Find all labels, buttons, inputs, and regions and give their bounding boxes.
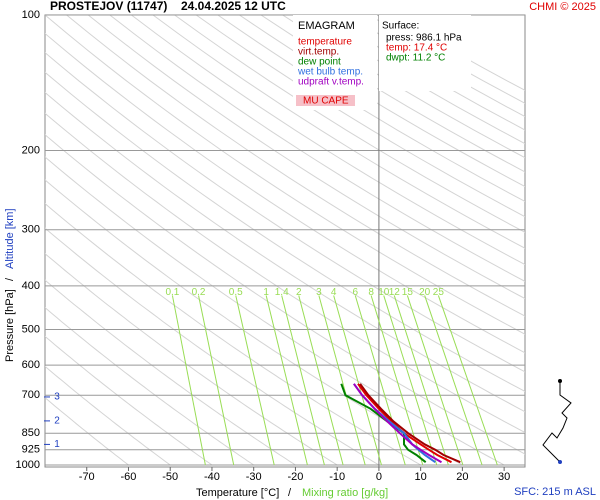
surface-value: press: 986.1 hPa bbox=[386, 33, 462, 44]
mixing-ratio-line bbox=[265, 295, 308, 466]
wind-point bbox=[558, 379, 562, 383]
mixing-ratio-line bbox=[171, 295, 206, 466]
mixing-ratio-label: 12 bbox=[389, 287, 401, 298]
x-tick-label: -10 bbox=[329, 471, 345, 483]
x-axis-label-separator: / bbox=[288, 487, 292, 499]
x-tick-label: 30 bbox=[498, 471, 510, 483]
credit: CHMI © 2025 bbox=[529, 1, 596, 13]
mixing-ratio-line bbox=[333, 295, 382, 466]
legend-entry: udpraft v.temp. bbox=[298, 77, 364, 88]
chart-subtitle: 24.04.2025 12 UTC bbox=[181, 0, 286, 13]
mixing-ratio-label: 15 bbox=[402, 287, 414, 298]
mixing-ratio-line bbox=[298, 295, 344, 466]
dry-adiabat bbox=[131, 15, 525, 266]
surface-value: dwpt: 11.2 °C bbox=[386, 53, 445, 64]
x-axis-label: Temperature [°C] bbox=[196, 487, 279, 499]
cape-box bbox=[296, 95, 355, 106]
dry-adiabat bbox=[195, 15, 525, 218]
mixing-ratio-label: 3 bbox=[316, 287, 322, 298]
x-tick-label: -20 bbox=[287, 471, 303, 483]
wind-profile bbox=[542, 381, 572, 463]
y-tick-label: 700 bbox=[22, 389, 40, 401]
surface-title: Surface: bbox=[382, 21, 419, 32]
cape-label: MU CAPE bbox=[303, 96, 349, 107]
mixing-ratio-line bbox=[424, 295, 483, 466]
mixing-ratio-label: 0.5 bbox=[229, 287, 243, 298]
dry-adiabat bbox=[87, 15, 525, 300]
y-tick-label: 200 bbox=[22, 144, 40, 156]
mixing-ratio-label: 2 bbox=[296, 287, 302, 298]
dry-adiabat bbox=[45, 15, 525, 335]
y-axis-label: Pressure [hPa] bbox=[4, 289, 16, 362]
surface-box bbox=[379, 15, 471, 91]
altitude-label: 1 bbox=[54, 439, 60, 450]
dry-adiabat bbox=[217, 15, 525, 203]
mixing-ratio-label: 25 bbox=[433, 287, 445, 298]
altitude-label: 3 bbox=[54, 392, 60, 403]
mixing-ratio-label: 10 bbox=[378, 287, 390, 298]
x-tick-label: 20 bbox=[456, 471, 468, 483]
dry-adiabat bbox=[45, 51, 525, 373]
wind-point bbox=[558, 460, 562, 464]
legend-box bbox=[293, 15, 377, 110]
y-axis-label-separator: / bbox=[4, 277, 16, 281]
mixing-ratio-line bbox=[235, 295, 275, 466]
x-tick-label: -70 bbox=[79, 471, 95, 483]
mixing-ratio-line bbox=[318, 295, 366, 466]
footer: SFC: 215 m ASL bbox=[514, 486, 596, 498]
mixing-ratio-line bbox=[383, 295, 438, 466]
dry-adiabat bbox=[45, 112, 525, 434]
legend-entry: dew point bbox=[298, 57, 341, 68]
y-tick-label: 100 bbox=[22, 9, 40, 21]
legend-title: EMAGRAM bbox=[298, 20, 355, 32]
dry-adiabat bbox=[109, 15, 525, 282]
x-tick-label: -60 bbox=[121, 471, 137, 483]
y-axis-label-secondary: Altitude [km] bbox=[4, 208, 16, 269]
dry-adiabat bbox=[45, 71, 525, 393]
y-tick-label: 600 bbox=[22, 359, 40, 371]
y-tick-label: 925 bbox=[22, 444, 40, 456]
mixing-ratio-label: 1.4 bbox=[275, 287, 289, 298]
dry-adiabat bbox=[152, 15, 525, 249]
legend-entry: temperature bbox=[298, 37, 352, 48]
mixing-ratio-label: 6 bbox=[352, 287, 358, 298]
mixing-ratio-line bbox=[393, 295, 449, 466]
mixing-ratio-line bbox=[406, 295, 464, 466]
mixing-ratio-label: 1 bbox=[263, 287, 269, 298]
surface-value: temp: 17.4 °C bbox=[386, 43, 447, 54]
wind-barbs bbox=[542, 379, 572, 464]
profile-line bbox=[353, 383, 442, 464]
dry-adiabat bbox=[45, 32, 525, 354]
dry-adiabat bbox=[66, 15, 525, 317]
mixing-ratio-line bbox=[437, 295, 498, 466]
x-axis-label-secondary: Mixing ratio [g/kg] bbox=[302, 487, 388, 499]
mixing-ratio-label: 20 bbox=[419, 287, 431, 298]
mixing-ratio-line bbox=[281, 295, 325, 466]
altitude-label: 2 bbox=[54, 416, 60, 427]
mixing-ratio-line bbox=[354, 295, 406, 466]
y-tick-label: 500 bbox=[22, 323, 40, 335]
mixing-ratio-label: 4 bbox=[331, 287, 337, 298]
x-tick-label: -30 bbox=[246, 471, 262, 483]
mixing-ratio-label: 8 bbox=[368, 287, 374, 298]
chart-title: PROSTEJOV (11747) bbox=[50, 0, 167, 13]
x-tick-label: -40 bbox=[204, 471, 220, 483]
y-tick-label: 400 bbox=[22, 280, 40, 292]
x-tick-label: 0 bbox=[376, 471, 382, 483]
profile-line bbox=[359, 383, 461, 464]
x-tick-label: -50 bbox=[162, 471, 178, 483]
x-tick-label: 10 bbox=[415, 471, 427, 483]
y-tick-label: 300 bbox=[22, 224, 40, 236]
legend-entry: virt.temp. bbox=[298, 47, 339, 58]
dry-adiabat bbox=[174, 15, 525, 233]
mixing-ratio-label: 0.2 bbox=[192, 287, 206, 298]
mixing-ratio-line bbox=[198, 295, 235, 466]
legend-entry: wet bulb temp. bbox=[297, 67, 363, 78]
mixing-ratio-label: 0.1 bbox=[165, 287, 179, 298]
y-tick-label: 850 bbox=[22, 427, 40, 439]
y-tick-label: 1000 bbox=[16, 459, 40, 471]
